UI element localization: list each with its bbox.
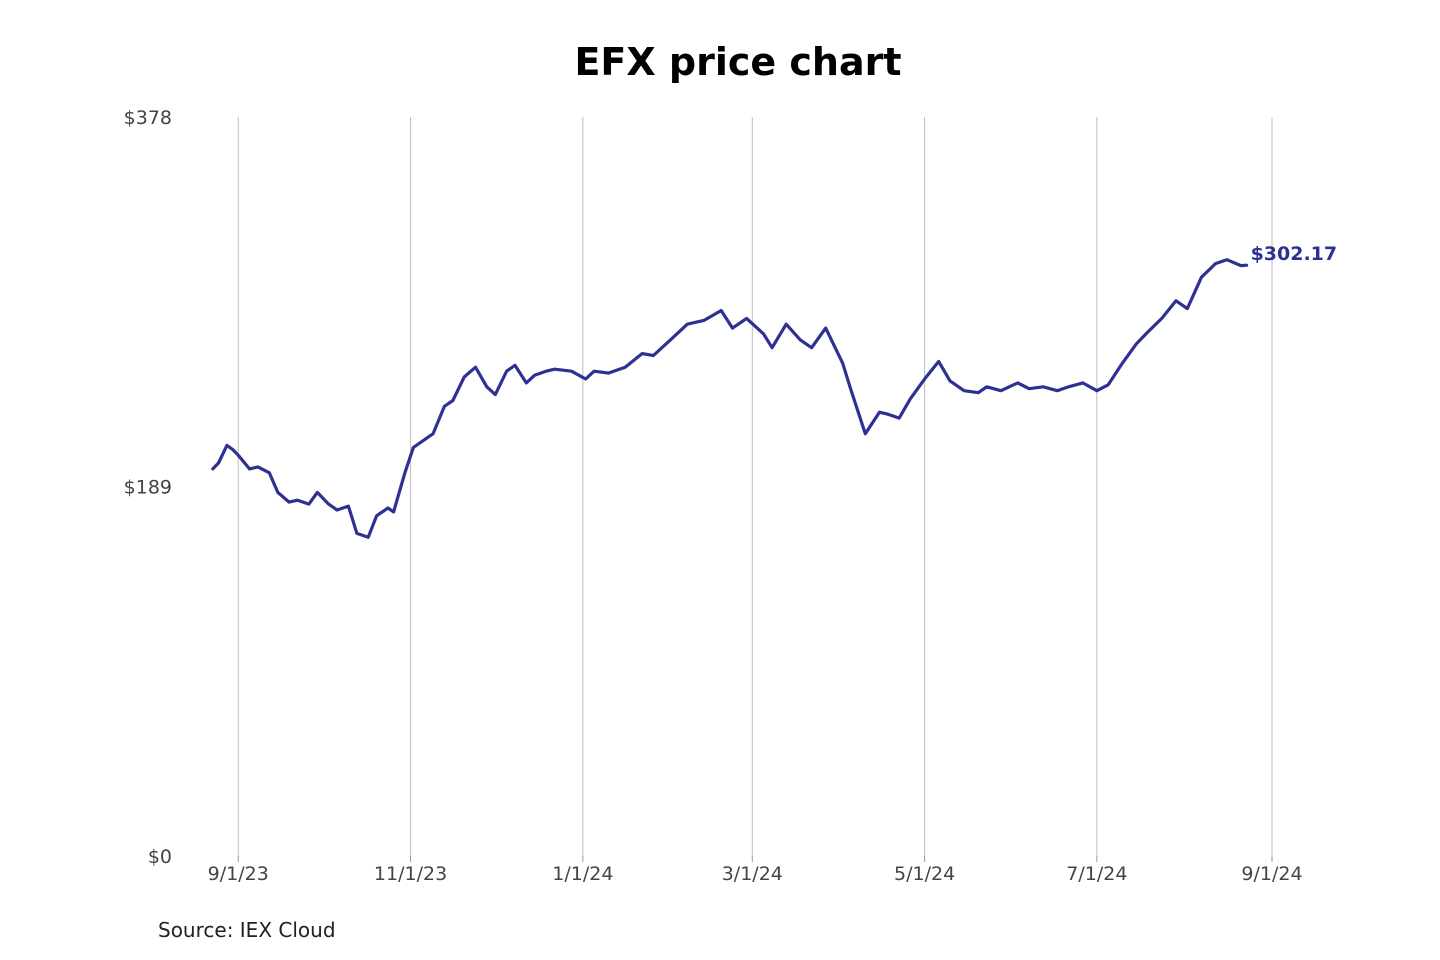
x-tick-label: 11/1/23 [374, 863, 447, 885]
x-tick-label: 9/1/23 [208, 863, 269, 885]
y-axis-tick-labels: $0 $189 $378 [124, 107, 172, 868]
price-line [211, 258, 1249, 539]
source-note: Source: IEX Cloud [158, 918, 336, 942]
gridlines [237, 117, 1273, 862]
x-axis-tick-labels: 9/1/23 11/1/23 1/1/24 3/1/24 5/1/24 7/1/24 9/1… [208, 863, 1303, 885]
chart-title: EFX price chart [574, 40, 902, 84]
y-tick-label: $378 [124, 107, 172, 129]
y-tick-label: $0 [148, 846, 172, 868]
y-tick-label: $189 [124, 477, 172, 499]
x-tick-label: 5/1/24 [894, 863, 955, 885]
x-tick-label: 9/1/24 [1241, 863, 1302, 885]
x-tick-label: 3/1/24 [722, 863, 783, 885]
last-price-label: $302.17 [1251, 243, 1338, 265]
x-tick-label: 7/1/24 [1066, 863, 1127, 885]
x-tick-label: 1/1/24 [552, 863, 613, 885]
